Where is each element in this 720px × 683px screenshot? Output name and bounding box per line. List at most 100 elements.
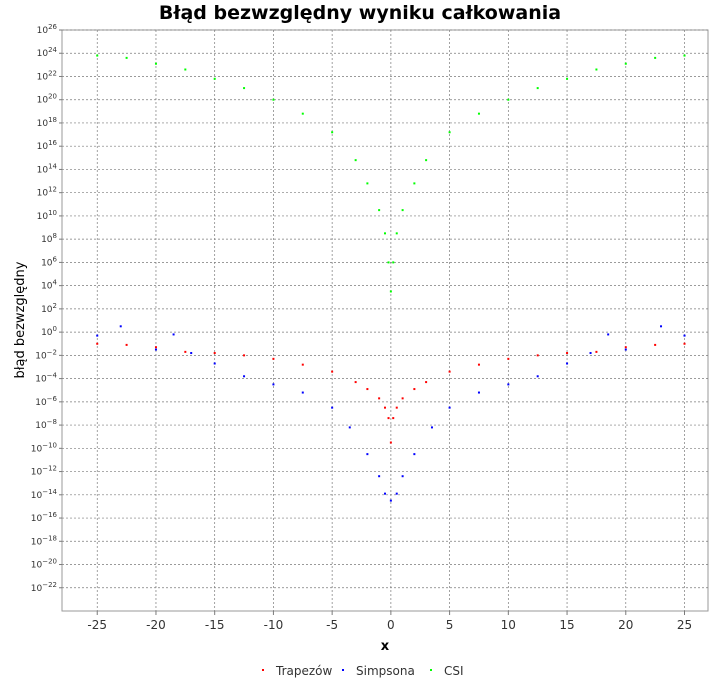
- data-point-csi: [301, 112, 304, 115]
- data-point-simpsona: [607, 333, 610, 336]
- data-point-simpsona: [366, 453, 369, 456]
- data-point-csi: [413, 182, 416, 185]
- data-point-simpsona: [395, 492, 398, 495]
- y-tick-label: 1024: [37, 46, 58, 59]
- data-point-simpsona: [430, 426, 433, 429]
- data-point-simpsona: [624, 348, 627, 351]
- x-tick-label: -10: [264, 618, 284, 632]
- data-point-csi: [125, 56, 128, 59]
- data-point-trapez-w: [413, 388, 416, 391]
- y-tick-label: 1020: [37, 93, 57, 106]
- data-point-csi: [536, 87, 539, 90]
- y-tick-label: 10−20: [31, 558, 57, 571]
- data-point-csi: [331, 131, 334, 134]
- data-point-trapez-w: [654, 343, 657, 346]
- data-point-csi: [401, 209, 404, 212]
- y-tick-label: 1016: [37, 139, 58, 152]
- data-point-csi: [96, 54, 99, 57]
- data-point-csi: [387, 261, 390, 264]
- data-point-trapez-w: [566, 352, 569, 355]
- chart-title: Błąd bezwzględny wyniku całkowania: [158, 2, 562, 24]
- y-tick-label: 1022: [37, 69, 57, 82]
- data-point-trapez-w: [392, 417, 395, 420]
- data-point-simpsona: [566, 362, 569, 365]
- data-point-trapez-w: [448, 370, 451, 373]
- x-tick-label: -20: [146, 618, 166, 632]
- y-tick-label: 1014: [37, 162, 58, 175]
- data-point-simpsona: [683, 334, 686, 337]
- data-point-csi: [243, 87, 246, 90]
- y-tick-label: 10−8: [35, 418, 57, 431]
- data-point-simpsona: [507, 383, 510, 386]
- data-point-trapez-w: [125, 343, 128, 346]
- y-tick-label: 108: [41, 232, 57, 245]
- data-point-simpsona: [448, 406, 451, 409]
- legend-label: CSI: [444, 664, 464, 678]
- y-tick-label: 100: [41, 325, 57, 338]
- y-axis-ticks: 10−22 10−20 10−18 10−16 10−14 10−12 10−10 10−8 1…: [31, 23, 62, 594]
- data-point-trapez-w: [425, 381, 428, 384]
- y-tick-label: 10−16: [31, 511, 58, 524]
- chart-legend: Trapezów Simpsona CSI: [262, 664, 464, 678]
- data-point-simpsona: [190, 352, 193, 355]
- data-points: [96, 54, 686, 502]
- data-point-trapez-w: [96, 342, 99, 345]
- data-point-csi: [654, 56, 657, 59]
- data-point-csi: [448, 131, 451, 134]
- y-tick-label: 10−10: [31, 441, 57, 454]
- data-point-csi: [425, 159, 428, 162]
- data-point-trapez-w: [154, 346, 157, 349]
- data-point-simpsona: [301, 391, 304, 394]
- y-tick-label: 104: [41, 279, 57, 292]
- x-tick-label: 10: [501, 618, 516, 632]
- data-point-trapez-w: [354, 381, 357, 384]
- data-point-csi: [154, 62, 157, 65]
- data-point-simpsona: [119, 325, 122, 328]
- data-point-simpsona: [331, 406, 334, 409]
- x-tick-label: 0: [387, 618, 395, 632]
- data-point-simpsona: [213, 362, 216, 365]
- data-point-csi: [566, 77, 569, 80]
- data-point-csi: [184, 68, 187, 71]
- data-point-trapez-w: [387, 417, 390, 420]
- x-tick-label: -25: [87, 618, 107, 632]
- x-tick-label: 5: [446, 618, 454, 632]
- data-point-simpsona: [413, 453, 416, 456]
- data-point-csi: [384, 232, 386, 235]
- data-point-simpsona: [272, 383, 275, 386]
- data-point-trapez-w: [624, 346, 627, 349]
- y-tick-label: 10−6: [35, 395, 57, 408]
- y-tick-label: 1010: [37, 209, 57, 222]
- y-tick-label: 10−22: [31, 581, 57, 594]
- y-tick-label: 10−2: [35, 348, 57, 361]
- data-point-csi: [378, 209, 381, 212]
- data-point-csi: [366, 182, 369, 185]
- data-point-trapez-w: [595, 350, 598, 353]
- y-tick-label: 10−4: [35, 372, 57, 385]
- data-point-trapez-w: [507, 357, 510, 360]
- data-point-csi: [354, 159, 357, 162]
- data-point-csi: [213, 77, 216, 80]
- x-tick-label: 15: [559, 618, 574, 632]
- legend-marker: [342, 669, 344, 671]
- data-point-csi: [477, 112, 480, 115]
- x-tick-label: 20: [618, 618, 633, 632]
- data-point-simpsona: [384, 492, 386, 495]
- data-point-simpsona: [477, 391, 480, 394]
- data-point-trapez-w: [184, 350, 187, 353]
- data-point-simpsona: [378, 475, 381, 478]
- data-point-csi: [595, 68, 598, 71]
- data-point-trapez-w: [384, 406, 386, 409]
- data-point-csi: [624, 62, 627, 65]
- y-tick-label: 10−14: [31, 488, 58, 501]
- y-tick-label: 1018: [37, 116, 57, 129]
- plot-background: [61, 29, 709, 612]
- x-axis-ticks: -25 -20 -15 -10 -5 0 5 10 15 20 25: [87, 611, 692, 632]
- x-tick-label: -15: [205, 618, 225, 632]
- data-point-trapez-w: [401, 397, 404, 400]
- data-point-trapez-w: [366, 388, 369, 391]
- data-point-csi: [507, 98, 510, 101]
- x-tick-label: -5: [326, 618, 338, 632]
- x-tick-label: 25: [677, 618, 692, 632]
